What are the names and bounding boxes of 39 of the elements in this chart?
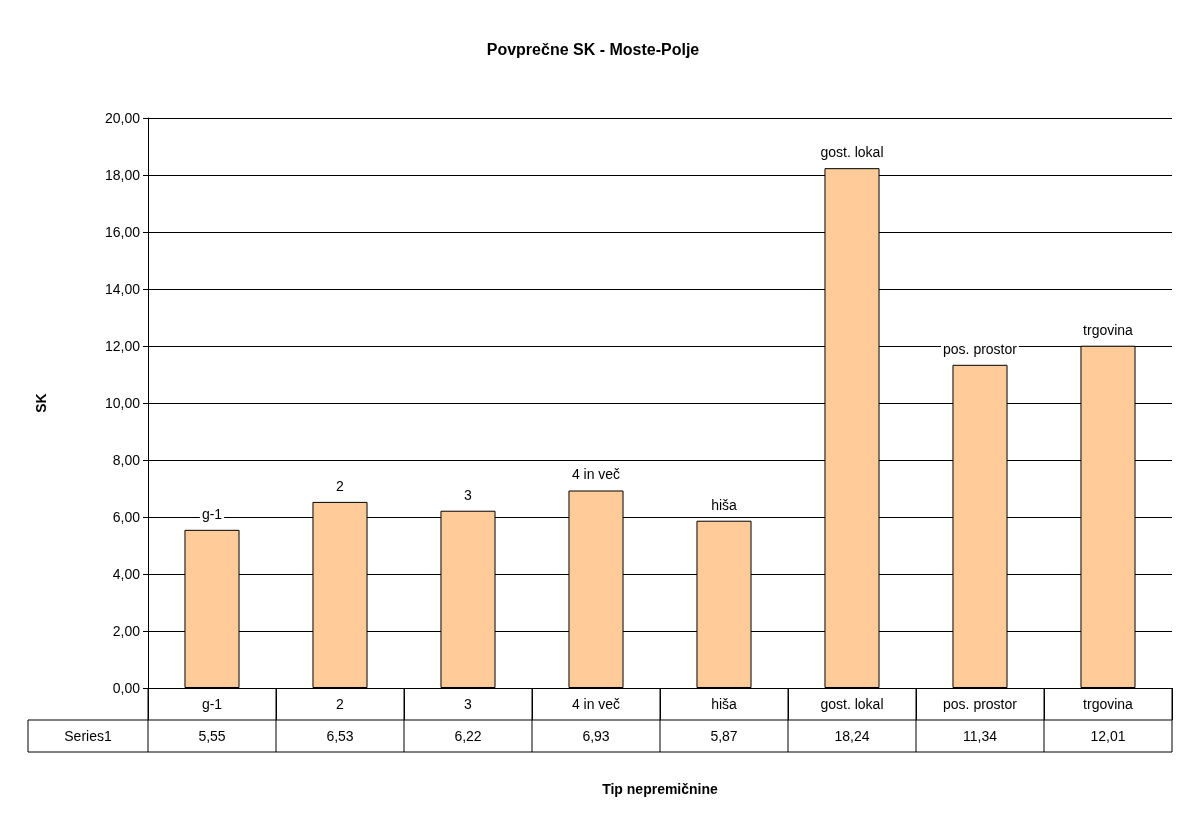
category-label: trgovina xyxy=(1083,321,1133,338)
y-tick-label: 10,00 xyxy=(104,395,141,411)
chart-title: Povprečne SK - Moste-Polje xyxy=(486,40,700,58)
data-label: 12,01 xyxy=(1090,728,1126,744)
data-label: 6,53 xyxy=(326,728,354,744)
data-label: 11,34 xyxy=(963,728,998,744)
y-tick-label: 20,00 xyxy=(104,110,141,126)
y-tick-label: 14,00 xyxy=(104,281,141,297)
x-axis-title: Tip nepremičnine xyxy=(602,781,719,797)
y-tick-label: 16,00 xyxy=(104,224,141,240)
category-label: g-1 xyxy=(201,505,223,522)
y-axis-title: SK xyxy=(33,393,49,413)
category-label: gost. lokal xyxy=(820,144,884,161)
category-label: pos. prostor xyxy=(943,340,1017,357)
x-tick-label: 3 xyxy=(464,696,473,712)
category-label: 4 in več xyxy=(571,466,621,483)
x-tick-label: 2 xyxy=(336,696,345,712)
data-label: 6,93 xyxy=(582,728,610,744)
data-label: 6,22 xyxy=(454,728,482,744)
data-label: 18,24 xyxy=(834,728,870,744)
y-tick-label: 12,00 xyxy=(104,338,141,354)
x-tick-label: g-1 xyxy=(201,696,223,712)
y-tick-label: 8,00 xyxy=(112,452,141,468)
x-tick-label: hiša xyxy=(711,696,738,712)
y-tick-label: 0,00 xyxy=(112,680,141,696)
category-label: 2 xyxy=(336,477,344,494)
y-tick-label: 4,00 xyxy=(112,566,141,582)
data-label: 5,55 xyxy=(198,728,226,744)
x-tick-label: 4 in več xyxy=(571,696,621,712)
y-tick-label: 6,00 xyxy=(112,509,141,525)
text: Series1 xyxy=(64,728,112,744)
x-tick-label: pos. prostor xyxy=(943,696,1018,712)
category-label: 3 xyxy=(464,486,472,503)
y-tick-label: 2,00 xyxy=(112,623,141,639)
x-tick-label: gost. lokal xyxy=(820,696,884,712)
category-label: hiša xyxy=(711,496,737,513)
data-label: 5,87 xyxy=(710,728,738,744)
y-tick-label: 18,00 xyxy=(104,167,141,183)
x-tick-label: trgovina xyxy=(1083,696,1134,712)
